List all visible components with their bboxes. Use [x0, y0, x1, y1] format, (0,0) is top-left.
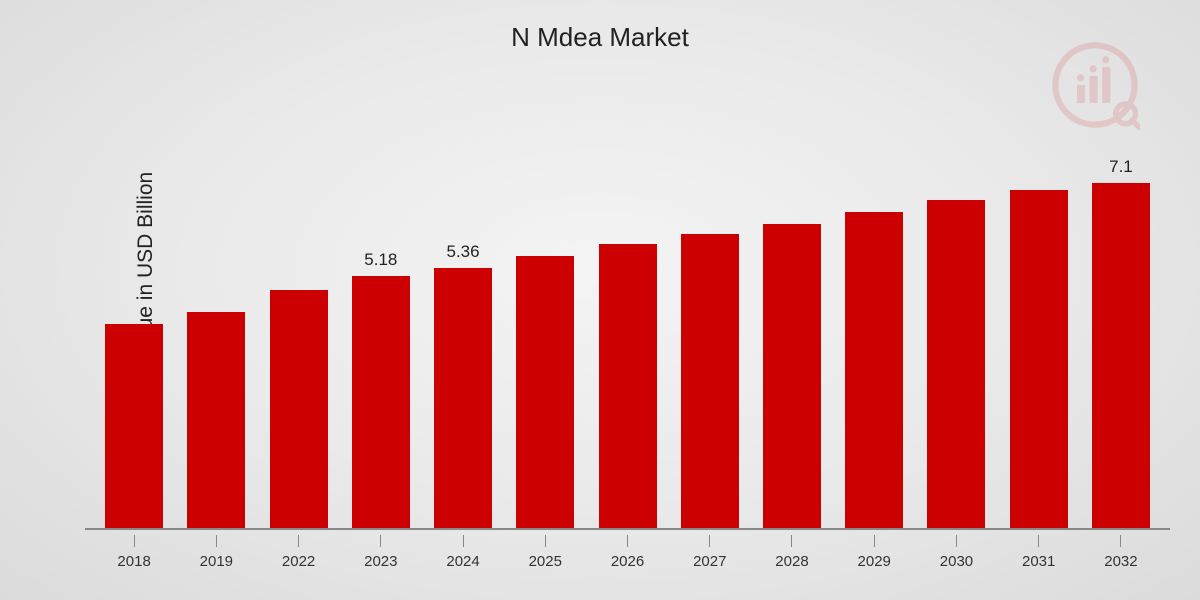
x-axis-category: 2025	[529, 553, 562, 570]
x-tick: 2030	[915, 535, 997, 580]
bar	[845, 212, 903, 528]
bar-slot: 5.18	[340, 115, 422, 528]
bar	[516, 256, 574, 528]
tick-mark	[874, 535, 875, 547]
x-tick: 2025	[504, 535, 586, 580]
x-axis-category: 2032	[1104, 553, 1137, 570]
bar-slot	[504, 115, 586, 528]
x-tick: 2031	[998, 535, 1080, 580]
x-axis-category: 2030	[940, 553, 973, 570]
tick-mark	[709, 535, 710, 547]
bar-value-label: 5.18	[364, 250, 397, 270]
x-tick: 2023	[340, 535, 422, 580]
bar	[681, 234, 739, 528]
bar-slot	[998, 115, 1080, 528]
tick-mark	[956, 535, 957, 547]
x-axis-category: 2028	[775, 553, 808, 570]
bar	[599, 244, 657, 528]
bar	[1010, 190, 1068, 528]
tick-mark	[1038, 535, 1039, 547]
bar	[1092, 183, 1150, 528]
bar	[434, 268, 492, 528]
bar-value-label: 5.36	[447, 242, 480, 262]
plot-area: 5.18 5.36 7.1	[85, 115, 1170, 530]
x-axis-category: 2027	[693, 553, 726, 570]
bar-slot	[175, 115, 257, 528]
x-tick: 2022	[257, 535, 339, 580]
bar-slot	[751, 115, 833, 528]
x-tick: 2029	[833, 535, 915, 580]
bar	[927, 200, 985, 528]
x-tick: 2027	[669, 535, 751, 580]
x-tick: 2032	[1080, 535, 1162, 580]
bar-value-label: 7.1	[1109, 157, 1133, 177]
tick-mark	[134, 535, 135, 547]
x-tick: 2024	[422, 535, 504, 580]
tick-mark	[298, 535, 299, 547]
bar-slot	[586, 115, 668, 528]
x-axis-category: 2024	[446, 553, 479, 570]
bar	[270, 290, 328, 528]
x-axis-category: 2018	[117, 553, 150, 570]
bar-slot	[93, 115, 175, 528]
x-axis-category: 2019	[200, 553, 233, 570]
x-axis-category: 2023	[364, 553, 397, 570]
x-tick: 2019	[175, 535, 257, 580]
tick-mark	[463, 535, 464, 547]
tick-mark	[627, 535, 628, 547]
bar	[105, 324, 163, 528]
bar	[763, 224, 821, 528]
x-axis-category: 2029	[858, 553, 891, 570]
tick-mark	[216, 535, 217, 547]
bar-slot	[833, 115, 915, 528]
bar	[187, 312, 245, 528]
tick-mark	[1120, 535, 1121, 547]
bar-slot	[915, 115, 997, 528]
tick-mark	[380, 535, 381, 547]
x-tick: 2028	[751, 535, 833, 580]
x-axis-category: 2026	[611, 553, 644, 570]
x-axis-category: 2031	[1022, 553, 1055, 570]
x-axis-labels: 2018 2019 2022 2023 2024 2025 2026 2027 2028 2029…	[85, 535, 1170, 580]
x-tick: 2018	[93, 535, 175, 580]
x-axis-category: 2022	[282, 553, 315, 570]
tick-mark	[791, 535, 792, 547]
bar-slot: 5.36	[422, 115, 504, 528]
x-tick: 2026	[586, 535, 668, 580]
bar	[352, 276, 410, 528]
bar-slot	[257, 115, 339, 528]
bars-container: 5.18 5.36 7.1	[85, 115, 1170, 528]
tick-mark	[545, 535, 546, 547]
bar-slot	[669, 115, 751, 528]
bar-slot: 7.1	[1080, 115, 1162, 528]
chart-title: N Mdea Market	[0, 22, 1200, 53]
